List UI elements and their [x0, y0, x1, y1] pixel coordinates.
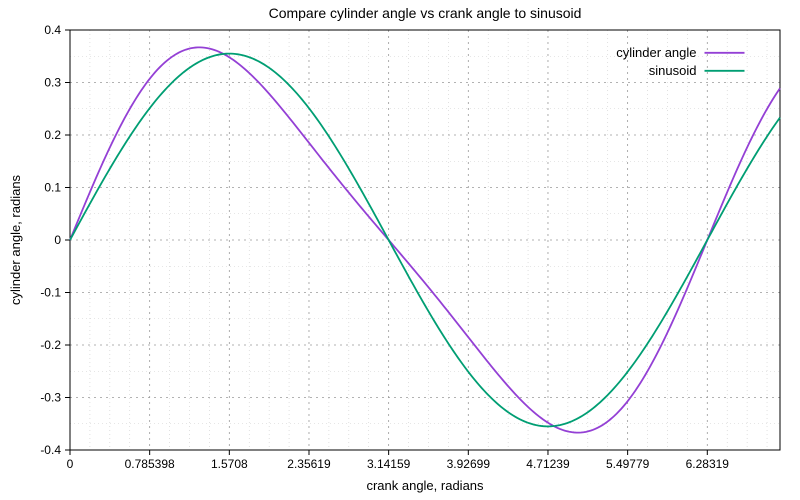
x-tick-label: 0.785398: [125, 457, 175, 471]
chart-container: 0 0.785398 1.5708 2.35619 3.14159 3.92699 4.71…: [0, 0, 800, 500]
chart-title: Compare cylinder angle vs crank angle to…: [269, 5, 582, 21]
x-tick-label: 2.35619: [287, 457, 331, 471]
x-tick-label: 1.5708: [211, 457, 248, 471]
y-tick-label: 0.3: [44, 76, 61, 90]
legend-label-0: cylinder angle: [616, 45, 696, 60]
y-tick-label: -0.2: [40, 338, 61, 352]
chart-svg: 0 0.785398 1.5708 2.35619 3.14159 3.92699 4.71…: [0, 0, 800, 500]
x-tick-label: 3.14159: [367, 457, 411, 471]
x-tick-label: 3.92699: [447, 457, 491, 471]
y-axis-label: cylinder angle, radians: [8, 174, 23, 305]
x-tick-label: 6.28319: [686, 457, 730, 471]
y-tick-label: 0.2: [44, 128, 61, 142]
y-tick-label: -0.4: [40, 443, 61, 457]
y-tick-label: 0: [54, 233, 61, 247]
x-tick-label: 4.71239: [526, 457, 570, 471]
legend-label-1: sinusoid: [649, 63, 697, 78]
x-tick-label: 5.49779: [606, 457, 650, 471]
y-tick-label: -0.1: [40, 286, 61, 300]
y-tick-label: 0.1: [44, 181, 61, 195]
x-axis-label: crank angle, radians: [366, 478, 484, 493]
y-tick-label: 0.4: [44, 23, 61, 37]
x-tick-label: 0: [67, 457, 74, 471]
y-tick-label: -0.3: [40, 391, 61, 405]
